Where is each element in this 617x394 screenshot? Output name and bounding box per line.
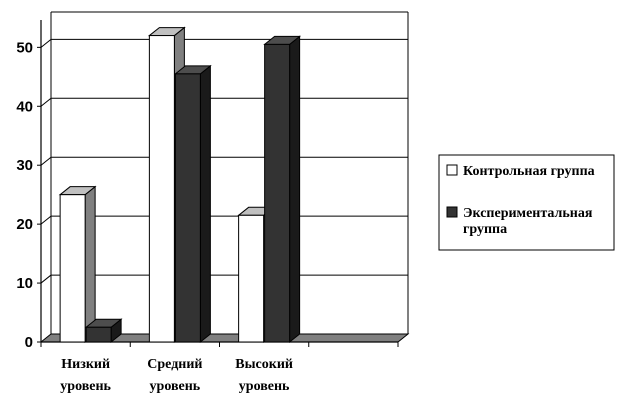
gridlines <box>40 38 408 284</box>
y-tick-label: 50 <box>16 39 33 56</box>
x-category-label: Высокий уровень <box>235 357 293 394</box>
bars <box>58 26 302 344</box>
legend-swatch <box>446 206 458 218</box>
gridline-depth <box>40 274 52 284</box>
y-tick-label: 30 <box>16 157 33 174</box>
y-tick-label: 20 <box>16 216 33 233</box>
y-tick-label: 40 <box>16 98 33 115</box>
y-tick-label: 0 <box>25 334 33 351</box>
legend-label: Контрольная группа <box>463 164 595 179</box>
legend-label: Экспериментальная группа <box>463 206 593 237</box>
bar <box>174 73 201 343</box>
bar <box>148 35 175 343</box>
gridline-depth <box>40 38 52 48</box>
y-tick-label: 10 <box>16 275 33 292</box>
legend-box <box>438 154 615 251</box>
bar <box>238 214 265 343</box>
bar <box>264 43 291 343</box>
labels: 0 10 20 30 40 50 Низкий уровень Средний уровень Вы… <box>16 39 293 394</box>
legend: Контрольная группа Экспериментальная групп… <box>438 154 615 251</box>
bar-side <box>289 35 301 344</box>
bar <box>59 194 86 343</box>
bar-side <box>199 64 211 344</box>
gridline-depth <box>40 215 52 225</box>
gridline-depth <box>40 156 52 166</box>
bar-side <box>84 185 96 344</box>
legend-swatch <box>446 164 458 176</box>
gridline-depth <box>40 97 52 107</box>
x-category-label: Низкий уровень <box>60 357 111 394</box>
bar <box>85 326 112 343</box>
x-category-label: Средний уровень <box>147 357 202 394</box>
